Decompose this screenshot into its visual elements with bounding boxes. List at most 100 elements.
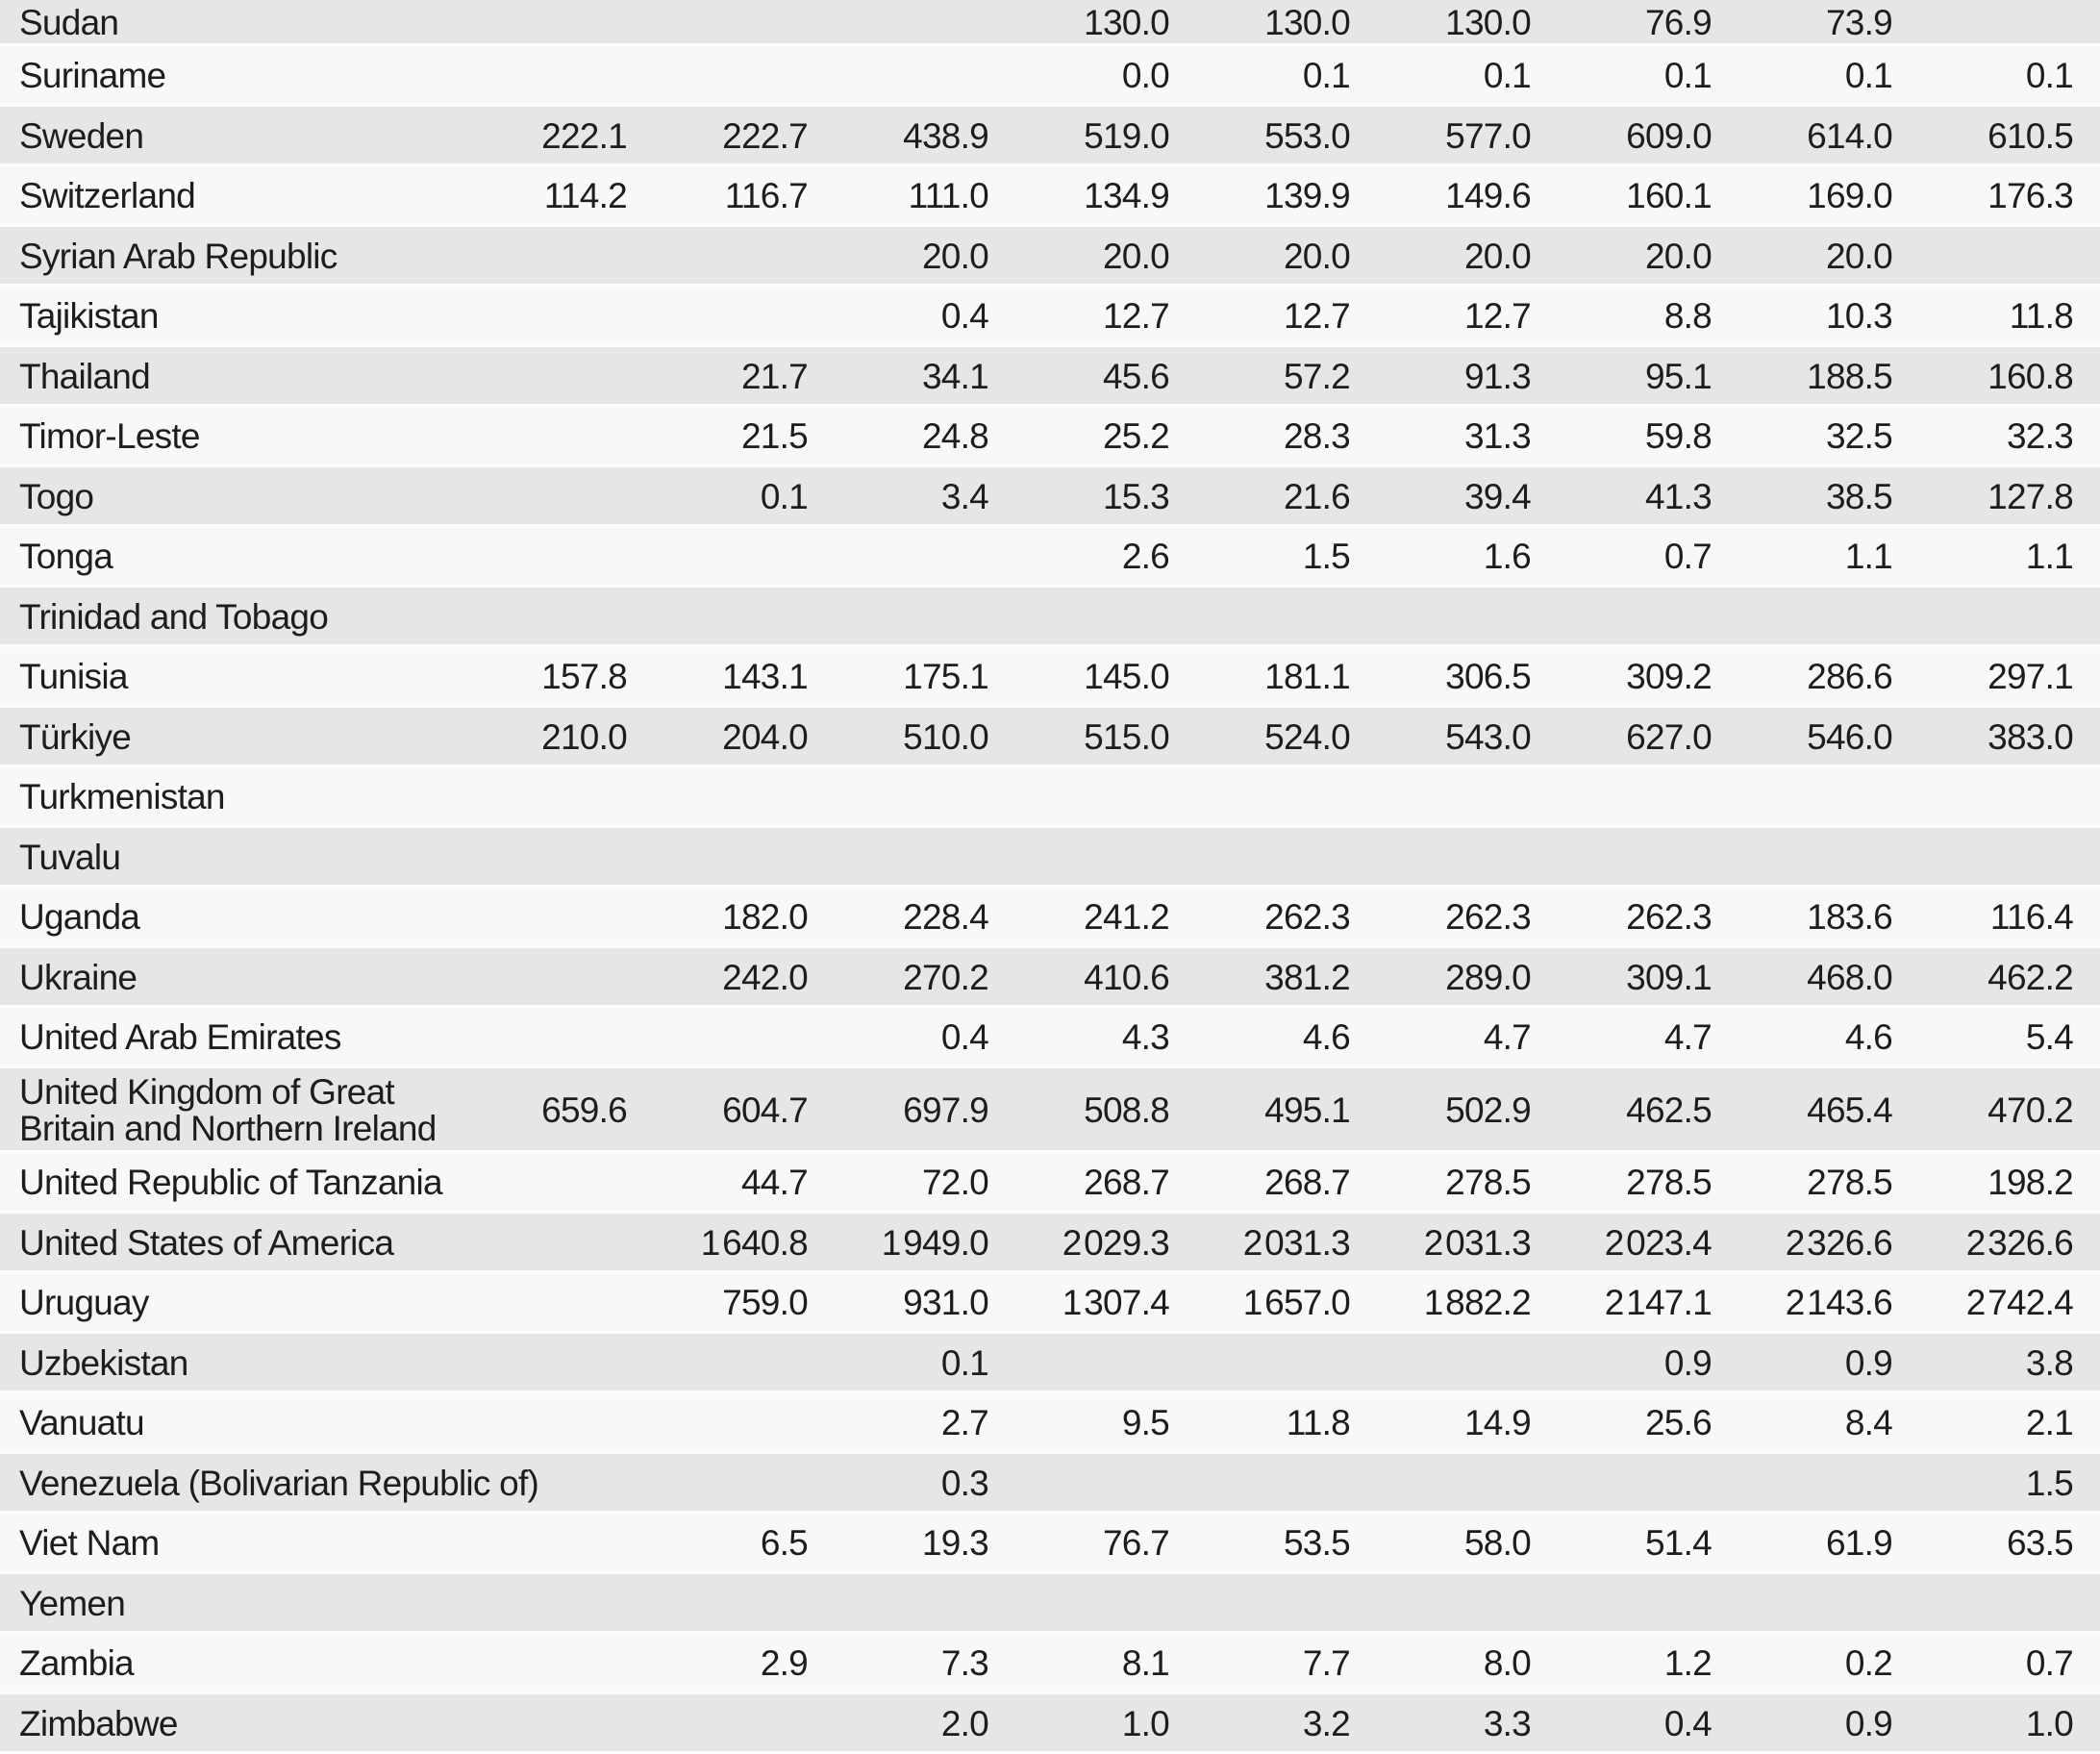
- value-cell: 610.5: [1919, 106, 2100, 166]
- table-row: Tonga 2.6 1.5 1.6 0.7 1.1 1.1: [0, 527, 2100, 588]
- value-cell: [1377, 827, 1558, 888]
- value-cell: 9.5: [1015, 1393, 1196, 1454]
- value-cell: 21.7: [654, 346, 835, 407]
- value-cell: [1738, 827, 1919, 888]
- value-cell: 470.2: [1919, 1067, 2100, 1153]
- value-cell: [473, 827, 654, 888]
- value-cell: 139.9: [1196, 166, 1377, 227]
- value-cell: 438.9: [835, 106, 1015, 166]
- country-name: Turkmenistan: [0, 767, 473, 828]
- value-cell: [654, 287, 835, 347]
- value-cell: 268.7: [1015, 1153, 1196, 1214]
- value-cell: 1.5: [1919, 1453, 2100, 1514]
- value-cell: 0.1: [1377, 46, 1558, 107]
- value-cell: [654, 1393, 835, 1454]
- value-cell: 278.5: [1558, 1153, 1738, 1214]
- country-name: Tuvalu: [0, 827, 473, 888]
- value-cell: 20.0: [1196, 226, 1377, 287]
- value-cell: 381.2: [1196, 947, 1377, 1008]
- value-cell: 1.5: [1196, 527, 1377, 588]
- value-cell: 61.9: [1738, 1514, 1919, 1574]
- value-cell: [835, 0, 1015, 46]
- value-cell: 0.9: [1738, 1333, 1919, 1393]
- value-cell: 8.0: [1377, 1634, 1558, 1694]
- country-name: Togo: [0, 466, 473, 527]
- value-cell: 1.0: [1919, 1693, 2100, 1754]
- value-cell: 1 949.0: [835, 1213, 1015, 1273]
- value-cell: [1015, 1453, 1196, 1514]
- table-row: Suriname 0.0 0.1 0.1 0.1 0.1 0.1: [0, 46, 2100, 107]
- value-cell: 4.6: [1738, 1008, 1919, 1068]
- value-cell: [473, 888, 654, 948]
- value-cell: 659.6: [473, 1067, 654, 1153]
- value-cell: 95.1: [1558, 346, 1738, 407]
- value-cell: 0.1: [1919, 46, 2100, 107]
- value-cell: 0.7: [1919, 1634, 2100, 1694]
- value-cell: [1738, 587, 1919, 647]
- value-cell: 12.7: [1015, 287, 1196, 347]
- value-cell: 2 023.4: [1558, 1213, 1738, 1273]
- value-cell: 306.5: [1377, 647, 1558, 708]
- value-cell: [473, 1453, 654, 1514]
- table-row: Yemen: [0, 1573, 2100, 1634]
- value-cell: 2 143.6: [1738, 1273, 1919, 1334]
- value-cell: 759.0: [654, 1273, 835, 1334]
- value-cell: 7.7: [1196, 1634, 1377, 1694]
- value-cell: 8.1: [1015, 1634, 1196, 1694]
- value-cell: 58.0: [1377, 1514, 1558, 1574]
- value-cell: 0.9: [1738, 1693, 1919, 1754]
- value-cell: 114.2: [473, 166, 654, 227]
- value-cell: 182.0: [654, 888, 835, 948]
- value-cell: [1015, 827, 1196, 888]
- country-name: Uganda: [0, 888, 473, 948]
- value-cell: [1196, 827, 1377, 888]
- value-cell: 508.8: [1015, 1067, 1196, 1153]
- value-cell: [1558, 587, 1738, 647]
- value-cell: 2 031.3: [1196, 1213, 1377, 1273]
- value-cell: 462.2: [1919, 947, 2100, 1008]
- value-cell: [473, 0, 654, 46]
- value-cell: 143.1: [654, 647, 835, 708]
- value-cell: 7.3: [835, 1634, 1015, 1694]
- value-cell: 76.9: [1558, 0, 1738, 46]
- value-cell: 2.0: [835, 1693, 1015, 1754]
- value-cell: 3.2: [1196, 1693, 1377, 1754]
- value-cell: 204.0: [654, 707, 835, 767]
- value-cell: 176.3: [1919, 166, 2100, 227]
- table-row: Viet Nam 6.5 19.3 76.7 53.5 58.0 51.4 61.9 63.5: [0, 1514, 2100, 1574]
- value-cell: 6.5: [654, 1514, 835, 1574]
- table-row: Togo 0.1 3.4 15.3 21.6 39.4 41.3 38.5 127.8: [0, 466, 2100, 527]
- value-cell: 1.2: [1558, 1634, 1738, 1694]
- value-cell: 309.2: [1558, 647, 1738, 708]
- value-cell: [1377, 1453, 1558, 1514]
- value-cell: 8.4: [1738, 1393, 1919, 1454]
- country-name: Thailand: [0, 346, 473, 407]
- value-cell: 278.5: [1738, 1153, 1919, 1214]
- value-cell: 111.0: [835, 166, 1015, 227]
- value-cell: [654, 0, 835, 46]
- value-cell: 11.8: [1919, 287, 2100, 347]
- value-cell: [1377, 1333, 1558, 1393]
- table-row: Zambia 2.9 7.3 8.1 7.7 8.0 1.2 0.2 0.7: [0, 1634, 2100, 1694]
- value-cell: 169.0: [1738, 166, 1919, 227]
- value-cell: 0.4: [1558, 1693, 1738, 1754]
- value-cell: [1377, 587, 1558, 647]
- value-cell: 309.1: [1558, 947, 1738, 1008]
- country-name: Syrian Arab Republic: [0, 226, 473, 287]
- value-cell: [654, 587, 835, 647]
- value-cell: 21.5: [654, 407, 835, 467]
- value-cell: 1 882.2: [1377, 1273, 1558, 1334]
- value-cell: 1.1: [1919, 527, 2100, 588]
- value-cell: 2 029.3: [1015, 1213, 1196, 1273]
- table-row: Turkmenistan: [0, 767, 2100, 828]
- value-cell: [1738, 1573, 1919, 1634]
- value-cell: 183.6: [1738, 888, 1919, 948]
- country-name: Viet Nam: [0, 1514, 473, 1574]
- value-cell: 51.4: [1558, 1514, 1738, 1574]
- value-cell: [473, 1333, 654, 1393]
- value-cell: 20.0: [1738, 226, 1919, 287]
- value-cell: 222.1: [473, 106, 654, 166]
- value-cell: 91.3: [1377, 346, 1558, 407]
- table-row: Uruguay 759.0 931.0 1 307.4 1 657.0 1 882.2 2 …: [0, 1273, 2100, 1334]
